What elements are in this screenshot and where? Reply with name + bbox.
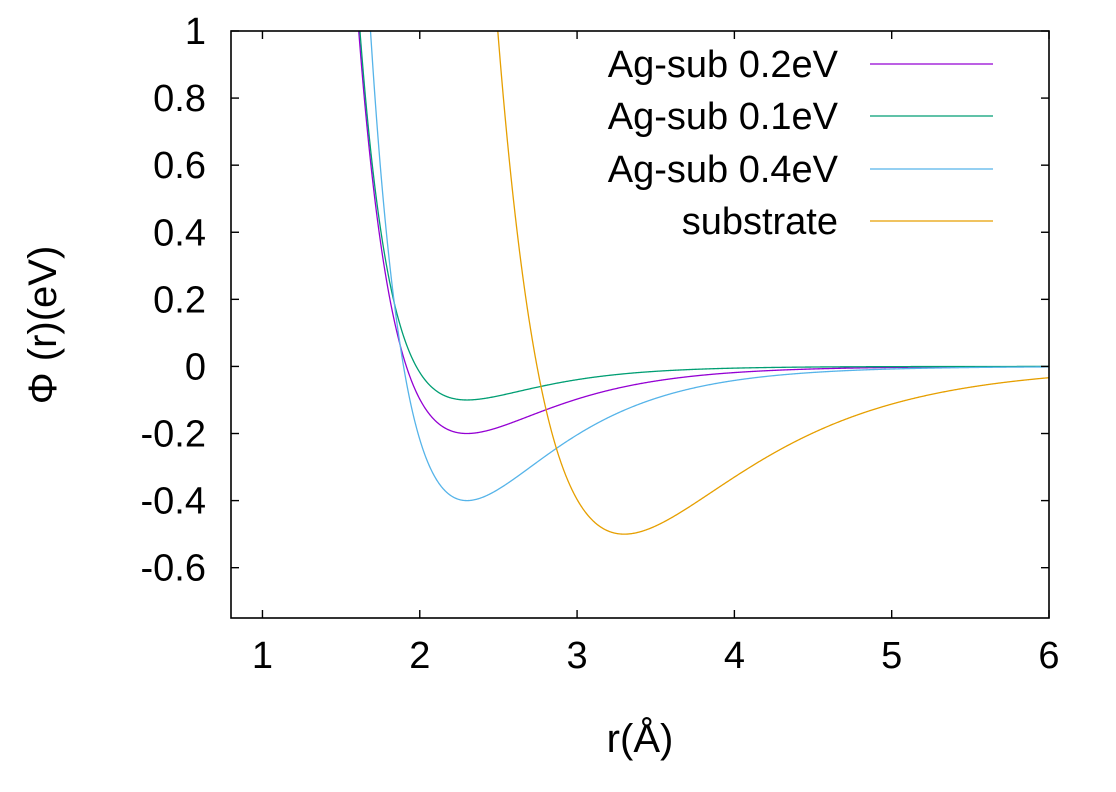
y-tick-label: 0 [185,346,206,388]
series-layer [358,31,1049,535]
x-tick-label: 6 [1038,635,1059,677]
y-tick-label: 1 [185,11,206,53]
legend-label-2: Ag-sub 0.4eV [608,149,839,191]
x-tick-label: 2 [409,635,430,677]
y-tick-label: -0.4 [141,481,206,523]
x-tick-label: 5 [881,635,902,677]
legend-label-0: Ag-sub 0.2eV [608,44,839,86]
series-line-1 [359,31,1049,401]
y-tick-label: 0.6 [153,145,206,187]
legend-label-1: Ag-sub 0.1eV [608,96,839,138]
ticks-layer: 1 2 3 4 5 6 1 0.8 0.6 0.4 0.2 0 -0.2 -0.4 -0.6 [141,11,1060,677]
y-tick-label: -0.2 [141,414,206,456]
y-tick-label: 0.8 [153,78,206,120]
legend-label-3: substrate [682,201,838,243]
x-axis-title: r(Å) [607,716,674,761]
y-axis-title: Φ (r)(eV) [21,246,65,405]
y-tick-label: 0.4 [153,212,206,254]
y-tick-label: 0.2 [153,279,206,321]
series-line-2 [369,31,1049,502]
legend: Ag-sub 0.2eV Ag-sub 0.1eV Ag-sub 0.4eV subs… [608,44,993,243]
series-line-3 [497,31,1049,535]
plot-frame [230,30,1050,619]
x-tick-label: 3 [567,635,588,677]
x-tick-label: 1 [252,635,273,677]
y-tick-label: -0.6 [141,548,206,590]
x-tick-label: 4 [724,635,745,677]
